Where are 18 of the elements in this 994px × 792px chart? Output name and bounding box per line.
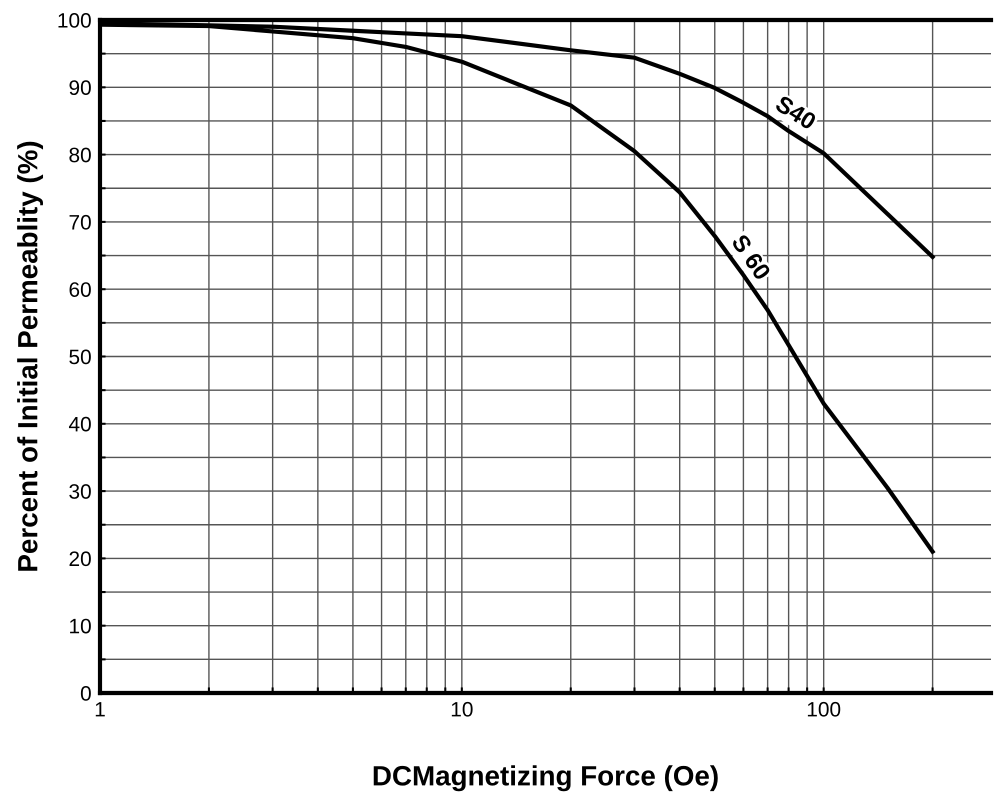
y-tick-label: 10 (70, 618, 91, 634)
x-tick-label: 1 (96, 702, 105, 716)
y-axis-title: Percent of Initial Permeablity (%) (17, 142, 44, 571)
y-tick-label: 100 (58, 13, 91, 28)
x-tick-label: 10 (452, 702, 473, 717)
y-tick-label: 20 (70, 551, 91, 566)
y-tick-label: 70 (70, 214, 91, 230)
y-tick-label: 60 (70, 282, 91, 297)
y-tick-label: 0 (80, 686, 91, 701)
y-tick-label: 40 (68, 416, 91, 432)
x-tick-label: 100 (808, 702, 840, 717)
y-tick-label: 90 (69, 80, 91, 96)
y-tick-label: 30 (69, 484, 91, 499)
x-axis-title: DCMagnetizing Force (Oe) (374, 765, 718, 792)
y-tick-label: 50 (69, 350, 91, 364)
text: S40 (774, 94, 818, 130)
y-tick-label: 80 (69, 148, 91, 162)
text: S 60 (730, 232, 772, 282)
